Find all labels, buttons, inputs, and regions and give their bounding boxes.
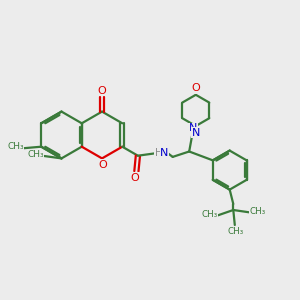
Text: CH₃: CH₃: [202, 210, 218, 219]
Text: N: N: [192, 128, 200, 138]
Text: N: N: [189, 123, 197, 134]
Text: CH₃: CH₃: [27, 150, 44, 159]
Text: O: O: [131, 173, 140, 183]
Text: O: O: [98, 160, 107, 170]
Text: CH₃: CH₃: [7, 142, 24, 152]
Text: N: N: [160, 148, 169, 158]
Text: CH₃: CH₃: [227, 227, 244, 236]
Text: CH₃: CH₃: [250, 207, 266, 216]
Text: O: O: [191, 83, 200, 93]
Text: O: O: [98, 85, 106, 96]
Text: H: H: [154, 148, 162, 158]
